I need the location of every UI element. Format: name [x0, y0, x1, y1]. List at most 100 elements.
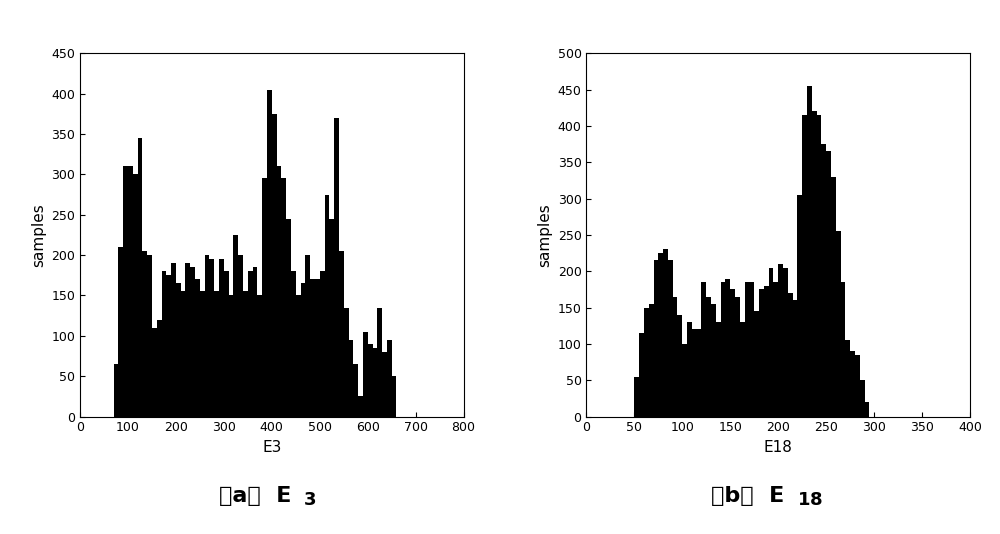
- Bar: [123, 167, 128, 417]
- Bar: [248, 271, 253, 417]
- Bar: [735, 297, 740, 417]
- Bar: [802, 115, 807, 417]
- Bar: [315, 279, 320, 417]
- Bar: [114, 364, 118, 417]
- Bar: [831, 177, 836, 417]
- Bar: [325, 194, 329, 417]
- X-axis label: E3: E3: [262, 440, 281, 455]
- Bar: [353, 364, 358, 417]
- Bar: [826, 152, 831, 417]
- Bar: [740, 322, 745, 417]
- Bar: [349, 340, 353, 417]
- Bar: [764, 286, 769, 417]
- Bar: [749, 282, 754, 417]
- Bar: [277, 167, 281, 417]
- Bar: [205, 255, 209, 417]
- Bar: [673, 297, 677, 417]
- Bar: [267, 90, 272, 417]
- Bar: [730, 289, 735, 417]
- Bar: [745, 282, 749, 417]
- Bar: [778, 264, 783, 417]
- Bar: [855, 355, 860, 417]
- Bar: [272, 114, 277, 417]
- Bar: [238, 255, 243, 417]
- Bar: [138, 138, 142, 417]
- Bar: [233, 235, 238, 417]
- Bar: [644, 308, 649, 417]
- Bar: [387, 340, 392, 417]
- Bar: [296, 295, 301, 417]
- Bar: [214, 292, 219, 417]
- Bar: [716, 322, 721, 417]
- Bar: [147, 255, 152, 417]
- Bar: [783, 268, 788, 417]
- Bar: [797, 195, 802, 417]
- Bar: [836, 231, 841, 417]
- Bar: [721, 282, 725, 417]
- Bar: [142, 251, 147, 417]
- Bar: [152, 328, 157, 417]
- Bar: [769, 268, 773, 417]
- Y-axis label: samples: samples: [31, 203, 46, 267]
- Bar: [176, 284, 181, 417]
- Bar: [711, 304, 716, 417]
- Bar: [845, 340, 850, 417]
- Bar: [368, 344, 373, 417]
- Bar: [310, 279, 315, 417]
- Bar: [209, 259, 214, 417]
- Bar: [329, 219, 334, 417]
- Bar: [788, 293, 793, 417]
- Bar: [821, 144, 826, 417]
- Bar: [663, 249, 668, 417]
- Text: （b）  E: （b） E: [711, 486, 785, 506]
- Bar: [692, 329, 697, 417]
- Bar: [860, 380, 865, 417]
- Bar: [358, 396, 363, 417]
- Bar: [682, 344, 687, 417]
- Bar: [253, 267, 257, 417]
- Text: $\mathbf{3}$: $\mathbf{3}$: [303, 491, 316, 508]
- Bar: [392, 376, 396, 417]
- Bar: [133, 175, 138, 417]
- Bar: [677, 315, 682, 417]
- Bar: [195, 279, 200, 417]
- Bar: [257, 295, 262, 417]
- Bar: [793, 300, 797, 417]
- Bar: [377, 308, 382, 417]
- Bar: [229, 295, 233, 417]
- Bar: [219, 259, 224, 417]
- Bar: [817, 115, 821, 417]
- Bar: [668, 261, 673, 417]
- Bar: [687, 322, 692, 417]
- Bar: [334, 118, 339, 417]
- Bar: [754, 311, 759, 417]
- Bar: [128, 167, 133, 417]
- Bar: [634, 376, 639, 417]
- Bar: [305, 255, 310, 417]
- Bar: [181, 292, 185, 417]
- Bar: [344, 308, 349, 417]
- Bar: [841, 282, 845, 417]
- Bar: [658, 253, 663, 417]
- Bar: [850, 351, 855, 417]
- Bar: [171, 263, 176, 417]
- Bar: [382, 352, 387, 417]
- Bar: [706, 297, 711, 417]
- Bar: [291, 271, 296, 417]
- Bar: [865, 402, 869, 417]
- Y-axis label: samples: samples: [537, 203, 552, 267]
- Bar: [200, 292, 205, 417]
- Bar: [363, 332, 368, 417]
- Bar: [162, 271, 166, 417]
- Bar: [243, 292, 248, 417]
- Bar: [286, 219, 291, 417]
- Bar: [639, 333, 644, 417]
- Bar: [697, 329, 701, 417]
- Bar: [649, 304, 654, 417]
- Text: $\mathbf{18}$: $\mathbf{18}$: [797, 491, 823, 508]
- Bar: [166, 276, 171, 417]
- X-axis label: E18: E18: [764, 440, 793, 455]
- Bar: [118, 247, 123, 417]
- Bar: [262, 178, 267, 417]
- Bar: [190, 267, 195, 417]
